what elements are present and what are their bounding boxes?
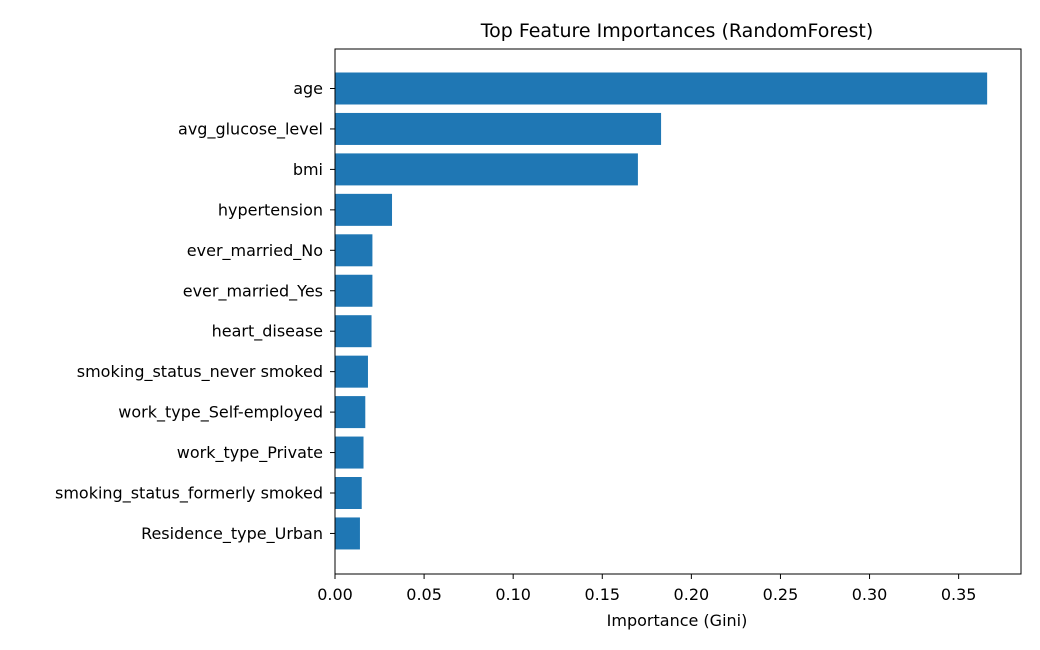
y-tick-label: ever_married_No (187, 241, 323, 261)
x-tick-label: 0.35 (941, 585, 977, 604)
x-tick-label: 0.20 (674, 585, 710, 604)
bar (335, 355, 368, 388)
y-tick-label: smoking_status_formerly smoked (55, 484, 323, 504)
y-tick-label: work_type_Self-employed (118, 403, 323, 423)
bar (335, 72, 988, 105)
bar (335, 315, 372, 348)
x-tick-label: 0.30 (852, 585, 888, 604)
y-tick-label: work_type_Private (177, 443, 323, 463)
x-tick-label: 0.00 (317, 585, 353, 604)
x-tick-label: 0.05 (406, 585, 442, 604)
bar (335, 477, 362, 509)
y-tick-label: hypertension (218, 200, 323, 219)
x-tick-label: 0.25 (763, 585, 799, 604)
y-tick-label: avg_glucose_level (178, 119, 323, 139)
bar (335, 153, 638, 186)
x-axis-ticks: 0.00 0.05 0.10 0.15 0.20 0.25 0.30 0.35 (317, 574, 976, 604)
x-tick-label: 0.10 (495, 585, 531, 604)
y-tick-label: Residence_type_Urban (141, 524, 323, 544)
bar (335, 396, 366, 429)
x-axis-label: Importance (Gini) (607, 611, 748, 630)
y-tick-label: smoking_status_never smoked (77, 362, 323, 382)
plot-area-frame (334, 48, 1022, 575)
bars-group (335, 72, 988, 550)
bar (335, 274, 373, 307)
bar (335, 234, 373, 267)
bar (335, 517, 360, 550)
bar (335, 436, 364, 469)
y-tick-label: ever_married_Yes (183, 281, 323, 301)
chart-title: Top Feature Importances (RandomForest) (480, 20, 874, 42)
y-tick-label: bmi (293, 160, 323, 179)
y-tick-label: age (293, 79, 323, 98)
x-tick-label: 0.15 (584, 585, 620, 604)
bar (335, 193, 393, 226)
bar (335, 112, 662, 145)
y-tick-label: heart_disease (212, 322, 323, 342)
